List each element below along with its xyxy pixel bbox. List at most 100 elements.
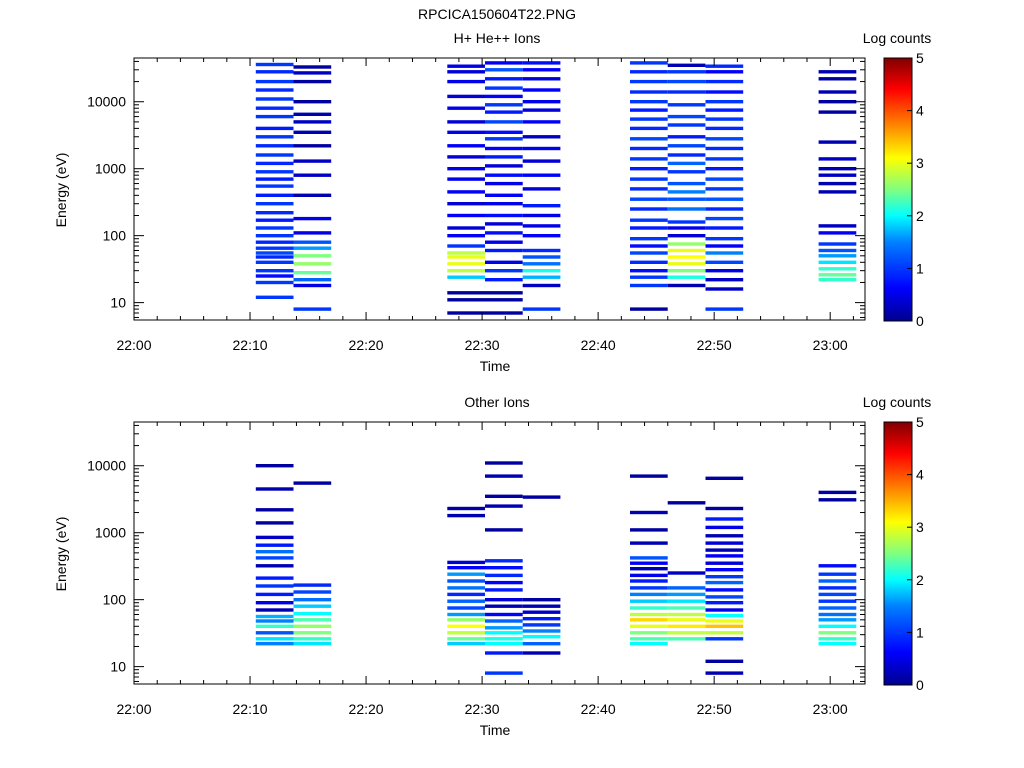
x-tick-label: 23:00 (813, 701, 848, 717)
heatmap-cells (255, 61, 857, 315)
heatmap-cell (522, 159, 561, 163)
heatmap-cell (522, 120, 561, 124)
heatmap-cell (485, 528, 523, 532)
heatmap-cell (667, 70, 706, 74)
heatmap-cell (485, 269, 523, 273)
heatmap-cell (293, 481, 332, 485)
heatmap-cell (705, 237, 744, 241)
heatmap-cell (667, 90, 706, 94)
heatmap-cell (630, 275, 668, 279)
heatmap-cell (630, 579, 668, 583)
heatmap-cell (447, 298, 485, 302)
heatmap-cell (705, 588, 744, 592)
heatmap-cell (705, 525, 744, 530)
heatmap-cell (630, 100, 668, 104)
heatmap-cell (818, 612, 857, 617)
heatmap-cell (293, 193, 332, 197)
heatmap-cell (255, 631, 294, 635)
heatmap-cell (522, 610, 561, 614)
heatmap-cell (705, 167, 744, 171)
heatmap-cell (667, 207, 706, 211)
heatmap-cell (667, 275, 706, 279)
heatmap-cell (447, 70, 485, 74)
heatmap-cell (818, 157, 857, 161)
heatmap-cell (255, 251, 294, 255)
y-tick-label: 10000 (87, 458, 126, 474)
heatmap-cell (522, 248, 561, 253)
heatmap-cell (255, 234, 294, 238)
heatmap-cell (485, 240, 523, 244)
heatmap-cell (630, 528, 668, 532)
heatmap-cell (630, 637, 668, 641)
heatmap-cell (485, 137, 523, 141)
heatmap-cells (255, 461, 857, 675)
heatmap-cell (447, 506, 485, 511)
heatmap-cell (293, 590, 332, 594)
heatmap-cell (485, 61, 523, 65)
heatmap-cell (293, 254, 332, 258)
heatmap-cell (485, 619, 523, 623)
heatmap-cell (705, 517, 744, 521)
x-tick-label: 22:00 (116, 337, 151, 353)
heatmap-cell (522, 68, 561, 72)
heatmap-cell (485, 637, 523, 641)
colorbar-tick-label: 2 (916, 572, 924, 588)
heatmap-cell (485, 213, 523, 218)
colorbar (883, 57, 913, 322)
x-tick-label: 22:20 (349, 337, 384, 353)
heatmap-cell (255, 487, 294, 491)
heatmap-cell (485, 598, 523, 602)
heatmap-cell (293, 262, 332, 266)
heatmap-cell (447, 79, 485, 84)
heatmap-cell (630, 90, 668, 94)
heatmap-cell (630, 631, 668, 635)
heatmap-cell (705, 624, 744, 628)
heatmap-cell (630, 541, 668, 545)
heatmap-cell (522, 146, 561, 151)
heatmap-cell (667, 170, 706, 174)
heatmap-cell (818, 572, 857, 576)
heatmap-cell (293, 271, 332, 275)
heatmap-cell (255, 274, 294, 278)
heatmap-cell (705, 671, 744, 675)
heatmap-cell (447, 642, 485, 646)
heatmap-cell (255, 642, 294, 646)
heatmap-cell (818, 278, 857, 282)
heatmap-cell (705, 307, 744, 311)
heatmap-cell (255, 592, 294, 597)
heatmap-cell (630, 61, 668, 65)
heatmap-cell (485, 110, 523, 114)
heatmap-cell (293, 216, 332, 221)
heatmap-cell (255, 161, 294, 166)
x-tick-label: 22:50 (697, 337, 732, 353)
colorbar-tick-label: 2 (916, 208, 924, 224)
colorbar (883, 421, 913, 686)
heatmap-cell (522, 213, 561, 218)
heatmap-cell (705, 64, 744, 68)
heatmap-cell (705, 126, 744, 131)
heatmap-cell (255, 255, 294, 259)
heatmap-cell (255, 584, 294, 588)
heatmap-cell (667, 226, 706, 230)
heatmap-cell (522, 651, 561, 655)
heatmap-cell (630, 612, 668, 617)
heatmap-cell (255, 97, 294, 101)
heatmap-cell (630, 108, 668, 112)
heatmap-cell (522, 135, 561, 139)
heatmap-cell (293, 231, 332, 235)
heatmap-cell (255, 106, 294, 110)
heatmap-cell (255, 62, 294, 67)
heatmap-cell (447, 513, 485, 518)
panel-h-he-ions: H+ He++ Ions Log counts Energy (eV) Time… (53, 30, 931, 374)
heatmap-cell (667, 269, 706, 273)
heatmap-cell (255, 153, 294, 157)
heatmap-cell (255, 126, 294, 131)
heatmap-cell (705, 287, 744, 291)
heatmap-cell (705, 260, 744, 264)
heatmap-cell (818, 110, 857, 114)
x-tick-label: 22:10 (233, 701, 268, 717)
heatmap-cell (630, 117, 668, 121)
heatmap-cell (485, 155, 523, 159)
x-tick-label: 23:00 (813, 337, 848, 353)
heatmap-cell (485, 604, 523, 608)
